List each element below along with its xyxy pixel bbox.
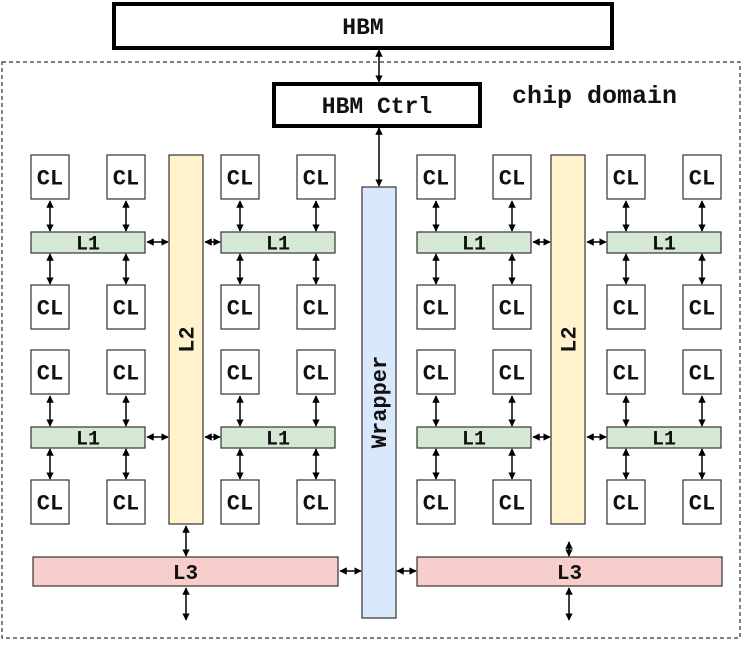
cl-label: CL: [113, 167, 139, 192]
cl-box: [296, 349, 336, 395]
cl-label: CL: [499, 362, 525, 387]
cl-label: CL: [689, 362, 715, 387]
cl-box: [106, 479, 146, 525]
cl-box: [106, 284, 146, 330]
cl-label: CL: [113, 492, 139, 517]
cl-label: CL: [37, 167, 63, 192]
cl-label: CL: [303, 362, 329, 387]
l3-label: L3: [173, 563, 198, 586]
cl-box: [416, 479, 456, 525]
cl-box: [220, 479, 260, 525]
cl-box: [220, 284, 260, 330]
l1-label: L1: [76, 429, 100, 452]
cl-box: [492, 349, 532, 395]
hbm-box: [112, 2, 614, 50]
cl-label: CL: [689, 167, 715, 192]
cl-box: [30, 479, 70, 525]
cl-label: CL: [37, 297, 63, 322]
l3-label: L3: [557, 563, 582, 586]
cl-box: [30, 154, 70, 200]
cl-box: [296, 154, 336, 200]
cl-box: [220, 154, 260, 200]
cl-box: [416, 154, 456, 200]
l1-label: L1: [652, 234, 676, 257]
cl-label: CL: [499, 297, 525, 322]
cl-box: [416, 349, 456, 395]
cl-box: [296, 479, 336, 525]
cl-box: [492, 479, 532, 525]
l2-box: [550, 154, 586, 525]
l1-label: L1: [462, 429, 486, 452]
cl-label: CL: [303, 492, 329, 517]
cl-label: CL: [499, 167, 525, 192]
cl-box: [682, 284, 722, 330]
wrapper-box: [361, 186, 397, 619]
wrapper-label: Wrapper: [368, 356, 393, 448]
cl-label: CL: [227, 362, 253, 387]
cl-label: CL: [113, 362, 139, 387]
cl-label: CL: [689, 297, 715, 322]
l3-box: [416, 556, 723, 587]
cl-box: [30, 284, 70, 330]
l1-box: [416, 426, 532, 449]
cl-box: [682, 479, 722, 525]
chip-domain-label: chip domain: [512, 82, 677, 111]
cl-box: [606, 154, 646, 200]
hbm-ctrl-label: HBM Ctrl: [322, 94, 432, 120]
cl-box: [682, 349, 722, 395]
cl-label: CL: [613, 167, 639, 192]
cl-label: CL: [227, 492, 253, 517]
cl-label: CL: [423, 492, 449, 517]
l1-label: L1: [462, 234, 486, 257]
cl-label: CL: [689, 492, 715, 517]
cl-box: [220, 349, 260, 395]
cl-box: [106, 349, 146, 395]
l2-label: L2: [558, 326, 583, 352]
l1-label: L1: [266, 429, 290, 452]
cl-label: CL: [613, 362, 639, 387]
cl-label: CL: [423, 297, 449, 322]
l1-label: L1: [76, 234, 100, 257]
cl-label: CL: [227, 167, 253, 192]
l1-label: L1: [266, 234, 290, 257]
cl-box: [606, 349, 646, 395]
l1-box: [30, 426, 146, 449]
cl-box: [682, 154, 722, 200]
l2-label: L2: [176, 326, 201, 352]
cl-box: [492, 284, 532, 330]
l1-box: [606, 231, 722, 254]
cl-label: CL: [113, 297, 139, 322]
cl-label: CL: [303, 297, 329, 322]
cl-label: CL: [499, 492, 525, 517]
l3-box: [32, 556, 339, 587]
cl-box: [106, 154, 146, 200]
l1-box: [220, 426, 336, 449]
hbm-ctrl-box: [272, 82, 482, 128]
l1-box: [30, 231, 146, 254]
cl-box: [416, 284, 456, 330]
cl-label: CL: [37, 492, 63, 517]
cl-label: CL: [613, 492, 639, 517]
cl-label: CL: [423, 362, 449, 387]
cl-label: CL: [423, 167, 449, 192]
l2-box: [168, 154, 204, 525]
cl-box: [296, 284, 336, 330]
l1-box: [220, 231, 336, 254]
cl-box: [606, 479, 646, 525]
cl-label: CL: [303, 167, 329, 192]
cl-box: [30, 349, 70, 395]
chip-domain-boundary: [1, 61, 741, 639]
cl-label: CL: [227, 297, 253, 322]
cl-label: CL: [37, 362, 63, 387]
hbm-label: HBM: [342, 15, 383, 41]
cl-box: [492, 154, 532, 200]
l1-box: [606, 426, 722, 449]
cl-box: [606, 284, 646, 330]
l1-label: L1: [652, 429, 676, 452]
cl-label: CL: [613, 297, 639, 322]
l1-box: [416, 231, 532, 254]
